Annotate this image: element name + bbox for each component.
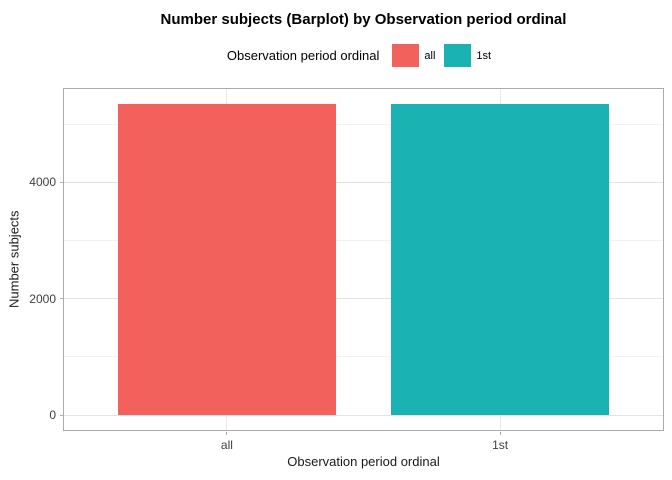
panel-border (63, 88, 664, 431)
legend-title: Observation period ordinal (226, 48, 380, 63)
y-tick-label: 4000 (29, 175, 56, 190)
x-tick-label-1st: 1st (492, 438, 509, 452)
x-tick-mark (226, 432, 228, 435)
x-tick-label-all: all (220, 438, 233, 452)
x-axis: all 1st (63, 431, 664, 463)
gridline-minor (63, 356, 664, 358)
x-tick-mark (499, 432, 501, 435)
gridline-major (63, 414, 664, 416)
gridline-major (63, 181, 664, 183)
plot-title: Number subjects (Barplot) by Observation… (160, 11, 567, 28)
y-tick-mark (60, 298, 63, 300)
bar-1st (390, 103, 610, 415)
legend-swatch-all (392, 44, 420, 67)
legend-key-all: all (392, 44, 435, 67)
legend-swatch-1st (444, 44, 472, 67)
legend-label-1st: 1st (476, 49, 492, 62)
bar-all (117, 103, 337, 415)
y-tick-label: 2000 (29, 291, 56, 306)
legend-key-1st: 1st (444, 44, 491, 67)
legend-label-all: all (424, 49, 436, 62)
gridline-minor (63, 239, 664, 241)
legend: Observation period ordinal all 1st (63, 42, 664, 69)
y-tick-mark (60, 181, 63, 183)
gridline-major (63, 298, 664, 300)
plot-panel (63, 88, 664, 431)
x-axis-title: Observation period ordinal (287, 454, 440, 469)
y-tick-label: 0 (49, 408, 56, 422)
gridline-minor (63, 123, 664, 125)
y-axis: 0 2000 4000 (0, 88, 63, 431)
y-tick-mark (60, 414, 63, 416)
